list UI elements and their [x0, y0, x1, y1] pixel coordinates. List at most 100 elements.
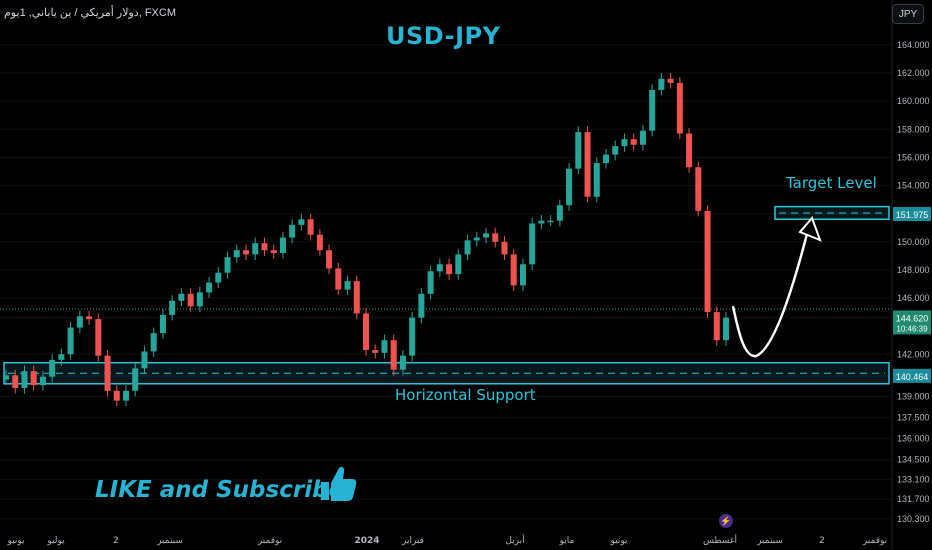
candle — [501, 241, 508, 255]
y-tick-label: 162.000 — [897, 68, 930, 78]
candle — [695, 167, 702, 211]
candle — [390, 340, 397, 370]
candle — [529, 223, 536, 265]
candle — [399, 355, 406, 370]
y-tick-label: 142.000 — [897, 349, 930, 359]
candle — [344, 281, 351, 290]
candle — [584, 132, 591, 197]
x-tick-label: أبريل — [505, 534, 524, 546]
last-price-tag-bg — [893, 310, 931, 335]
candle — [206, 282, 213, 293]
candle — [630, 139, 637, 145]
candle — [575, 132, 582, 169]
currency-button[interactable]: JPY — [892, 4, 924, 24]
candle — [510, 254, 517, 286]
candle — [686, 133, 693, 168]
candle — [252, 243, 259, 255]
candle — [113, 390, 120, 401]
candle — [723, 317, 729, 341]
target-level-label: Target Level — [786, 174, 877, 192]
candle — [141, 351, 148, 369]
candle — [3, 375, 9, 380]
chart-title: USD-JPY — [386, 22, 501, 50]
candle — [704, 210, 711, 313]
candle — [612, 146, 619, 155]
candle — [224, 257, 231, 273]
x-tick-label: يونيو — [609, 536, 628, 546]
y-tick-label: 154.000 — [897, 181, 930, 191]
candle — [639, 130, 646, 145]
x-tick-label: نوفمبر — [257, 536, 282, 546]
candle — [519, 264, 526, 286]
y-tick-label: 133.100 — [897, 474, 930, 484]
x-tick-label: مايو — [559, 536, 575, 546]
y-tick-label: 160.000 — [897, 96, 930, 106]
candle — [39, 376, 46, 386]
x-tick-label: أغسطس — [703, 534, 737, 546]
y-tick-label: 156.000 — [897, 152, 930, 162]
candle — [436, 264, 443, 272]
candle — [418, 293, 425, 318]
x-tick-label: سبتمبر — [156, 536, 183, 546]
candle — [353, 281, 360, 314]
x-tick-label: يوليو — [46, 536, 65, 546]
x-tick-label: 2024 — [354, 536, 379, 546]
candle — [455, 254, 462, 275]
x-tick-label: سبتمبر — [756, 536, 783, 546]
candle — [12, 375, 19, 388]
candle — [326, 250, 333, 269]
candle — [372, 350, 379, 353]
candle — [566, 168, 573, 206]
candle — [279, 237, 286, 254]
y-tick-label: 130.300 — [897, 514, 930, 524]
candle — [86, 316, 93, 320]
y-tick-label: 158.000 — [897, 124, 930, 134]
candle — [123, 390, 129, 401]
x-axis: يونيو يوليو 2 سبتمبر نوفمبر 2024 فبراير أبريل ما… — [6, 534, 887, 546]
candle — [464, 240, 471, 255]
y-tick-label: 137.500 — [897, 413, 930, 423]
candle — [547, 220, 554, 223]
y-tick-label: 134.500 — [897, 455, 930, 465]
x-tick-label: 2 — [819, 536, 825, 546]
candle — [132, 368, 139, 391]
candle — [603, 154, 609, 164]
candle — [58, 354, 65, 360]
candle — [427, 271, 434, 294]
candle — [649, 89, 656, 131]
cta-text: LIKE and Subscribe — [95, 477, 345, 503]
y-tick-label: 136.000 — [897, 434, 930, 444]
y-tick-label: 150.000 — [897, 237, 930, 247]
candle — [556, 205, 563, 221]
y-tick-label: 164.000 — [897, 40, 930, 50]
projection-arrow — [731, 229, 810, 358]
candle — [261, 243, 268, 251]
candle — [658, 78, 665, 90]
candle — [30, 371, 37, 386]
candle — [363, 313, 369, 351]
candle — [196, 292, 203, 307]
countdown-label: 10:46:39 — [896, 324, 928, 333]
candle — [76, 316, 83, 328]
zone-layer — [3, 205, 890, 385]
candle — [298, 219, 305, 225]
candle — [270, 250, 277, 254]
candle — [713, 312, 720, 341]
candle — [409, 317, 416, 356]
candle — [316, 234, 323, 251]
candle — [473, 237, 480, 241]
candle — [159, 314, 166, 334]
last-price-tag: 144.620 — [896, 313, 929, 323]
target-price-tag: 151.975 — [896, 210, 929, 220]
candle — [215, 272, 222, 283]
candle — [150, 333, 157, 352]
candle — [307, 219, 314, 235]
y-tick-label: 146.000 — [897, 293, 930, 303]
lightning-icon[interactable]: ⚡ — [719, 514, 733, 528]
y-tick-label: 131.700 — [897, 494, 930, 504]
x-tick-label: نوفمبر — [862, 536, 887, 546]
candle — [492, 233, 499, 242]
candle — [621, 139, 628, 147]
projection-arrowhead — [798, 216, 822, 242]
